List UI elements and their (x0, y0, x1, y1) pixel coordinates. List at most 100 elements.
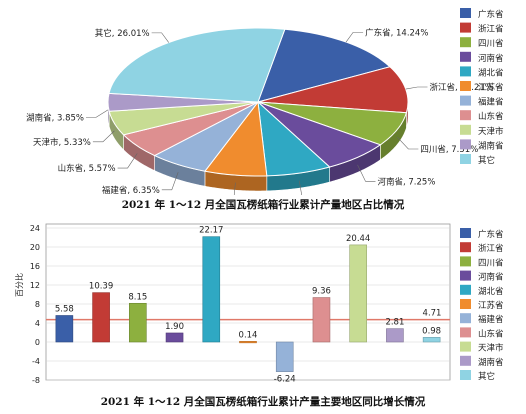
pie-legend-label-7: 山东省 (478, 111, 504, 122)
bar-8 (349, 244, 367, 343)
bar-y-tick-2: 16 (30, 262, 40, 271)
pie-slice-0 (257, 28, 391, 103)
bar-chart-title: 2021 年 1～12 月全国瓦楞纸箱行业累计产量主要地区同比增长情况 (100, 396, 426, 408)
bar-series (55, 236, 441, 372)
bar-legend-label-5: 江苏省 (478, 300, 504, 311)
pie-leader-6 (161, 172, 179, 191)
bar-y-tick-5: 4 (35, 319, 40, 328)
pie-slice-10 (108, 27, 286, 103)
pie-legend-swatch-0 (460, 8, 471, 18)
bar-10 (422, 337, 441, 343)
pie-legend-label-5: 江苏省 (478, 82, 504, 93)
bar-legend-swatch-5 (460, 299, 471, 309)
bar-legend-label-4: 湖北省 (478, 286, 504, 297)
bar-legend-swatch-2 (460, 256, 471, 267)
bar-y-ticks: 24 20 16 12 8 4 0 -4 -8 (30, 224, 40, 385)
bar-value-label-9: 2.81 (385, 318, 404, 328)
bar-y-tick-7: -4 (32, 357, 40, 366)
pie-legend-swatch-3 (460, 51, 471, 62)
bar-value-label-10: 0.98 (422, 326, 441, 336)
bar-legend-swatch-8 (460, 341, 471, 352)
pie-legend-label-3: 河南省 (478, 53, 504, 64)
bar-legend-label-2: 四川省 (478, 257, 504, 268)
bar-y-tick-1: 20 (30, 243, 40, 252)
bar-value-label-5: 0.14 (239, 330, 258, 340)
bar-legend-swatch-3 (460, 270, 471, 281)
bar-y-tick-8: -8 (32, 376, 40, 385)
bar-legend-swatch-1 (460, 242, 471, 253)
bar-legend-swatch-10 (460, 370, 471, 380)
bar-9 (386, 328, 404, 343)
bar-4 (202, 236, 221, 343)
bar-legend-label-9: 湖南省 (478, 357, 504, 368)
bar-legend-swatch-4 (460, 284, 471, 295)
pie-leader-0 (345, 32, 364, 43)
pie-label-3: 河南省, 7.25% (378, 176, 436, 187)
bar-legend-label-10: 其它 (478, 371, 495, 382)
pie-legend-label-10: 其它 (478, 155, 495, 166)
bar-y-tick-0: 24 (30, 224, 40, 233)
pie-legend-label-6: 福建省 (478, 97, 504, 108)
bar-0 (55, 315, 74, 343)
bar-6 (275, 341, 294, 372)
pie-legend-label-8: 天津市 (478, 126, 504, 137)
pie-leader-10 (151, 32, 170, 43)
bar-y-tick-3: 12 (30, 281, 40, 290)
pie-legend-swatch-7 (460, 110, 471, 121)
bar-value-label-0: 5.58 (55, 304, 74, 314)
bar-value-label-2: 8.15 (128, 292, 147, 302)
bar-legend-label-0: 广东省 (478, 229, 504, 240)
pie-legend-label-2: 四川省 (478, 38, 504, 49)
bar-chart: 24 20 16 12 8 4 0 -4 -8 百分比 4.71 5.58 10.39 8.15 1.90 2… (14, 223, 504, 385)
pie-legend-label-1: 浙江省 (478, 24, 504, 35)
bar-reference-label: 4.71 (423, 309, 442, 319)
bar-legend-swatch-9 (460, 355, 471, 366)
bar-legend-label-1: 浙江省 (478, 243, 504, 254)
pie-slices (107, 27, 409, 177)
bar-value-label-7: 9.36 (312, 287, 331, 297)
pie-leader-2 (397, 136, 419, 150)
pie-label-8: 天津市, 5.33% (33, 137, 91, 148)
pie-leader-4 (298, 180, 303, 195)
bar-2 (129, 302, 147, 343)
pie-legend-swatch-6 (460, 95, 471, 106)
pie-leader-7 (117, 153, 138, 169)
pie-leader-3 (357, 164, 376, 182)
bar-value-label-6: -6.24 (274, 375, 296, 385)
pie-chart: 广东省, 14.24%浙江省, 10.21%四川省, 7.51%河南省, 7.2… (26, 8, 504, 195)
pie-legend-swatch-9 (460, 139, 471, 150)
bar-value-label-8: 20.44 (346, 234, 370, 244)
pie-chart-title: 2021 年 1～12 月全国瓦楞纸箱行业累计产量地区占比情况 (121, 199, 405, 211)
bar-legend-label-8: 天津市 (478, 343, 504, 354)
pie-slice-1 (257, 66, 409, 114)
bar-value-label-3: 1.90 (165, 322, 184, 332)
bar-5 (239, 341, 257, 344)
pie-label-7: 山东省, 5.57% (58, 163, 116, 174)
bar-legend-swatch-6 (460, 313, 471, 324)
bar-legend-swatch-7 (460, 327, 471, 338)
bar-value-label-4: 22.17 (199, 226, 223, 236)
pie-leader-5 (233, 182, 236, 195)
bar-gridlines (46, 227, 450, 381)
bar-legend-label-3: 河南省 (478, 272, 504, 283)
pie-label-10: 其它, 26.01% (95, 28, 150, 39)
pie-legend-swatch-5 (460, 81, 471, 91)
pie-legend-swatch-8 (460, 124, 471, 135)
bar-1 (92, 292, 110, 343)
pie-label-2: 四川省, 7.51% (420, 144, 478, 155)
pie-leader-8 (92, 130, 115, 143)
pie-legend-swatch-2 (460, 37, 471, 48)
bar-value-label-1: 10.39 (89, 282, 113, 292)
bar-y-tick-4: 8 (35, 300, 40, 309)
pie-leader-1 (405, 86, 428, 90)
bar-y-axis-label: 百分比 (14, 273, 24, 297)
bar-y-tick-6: 0 (35, 338, 40, 347)
bar-legend-swatch-0 (460, 228, 471, 238)
pie-label-6: 福建省, 6.35% (102, 185, 160, 195)
pie-legend-label-9: 湖南省 (478, 140, 504, 151)
bar-7 (312, 297, 331, 343)
bar-plot-area (45, 223, 451, 381)
